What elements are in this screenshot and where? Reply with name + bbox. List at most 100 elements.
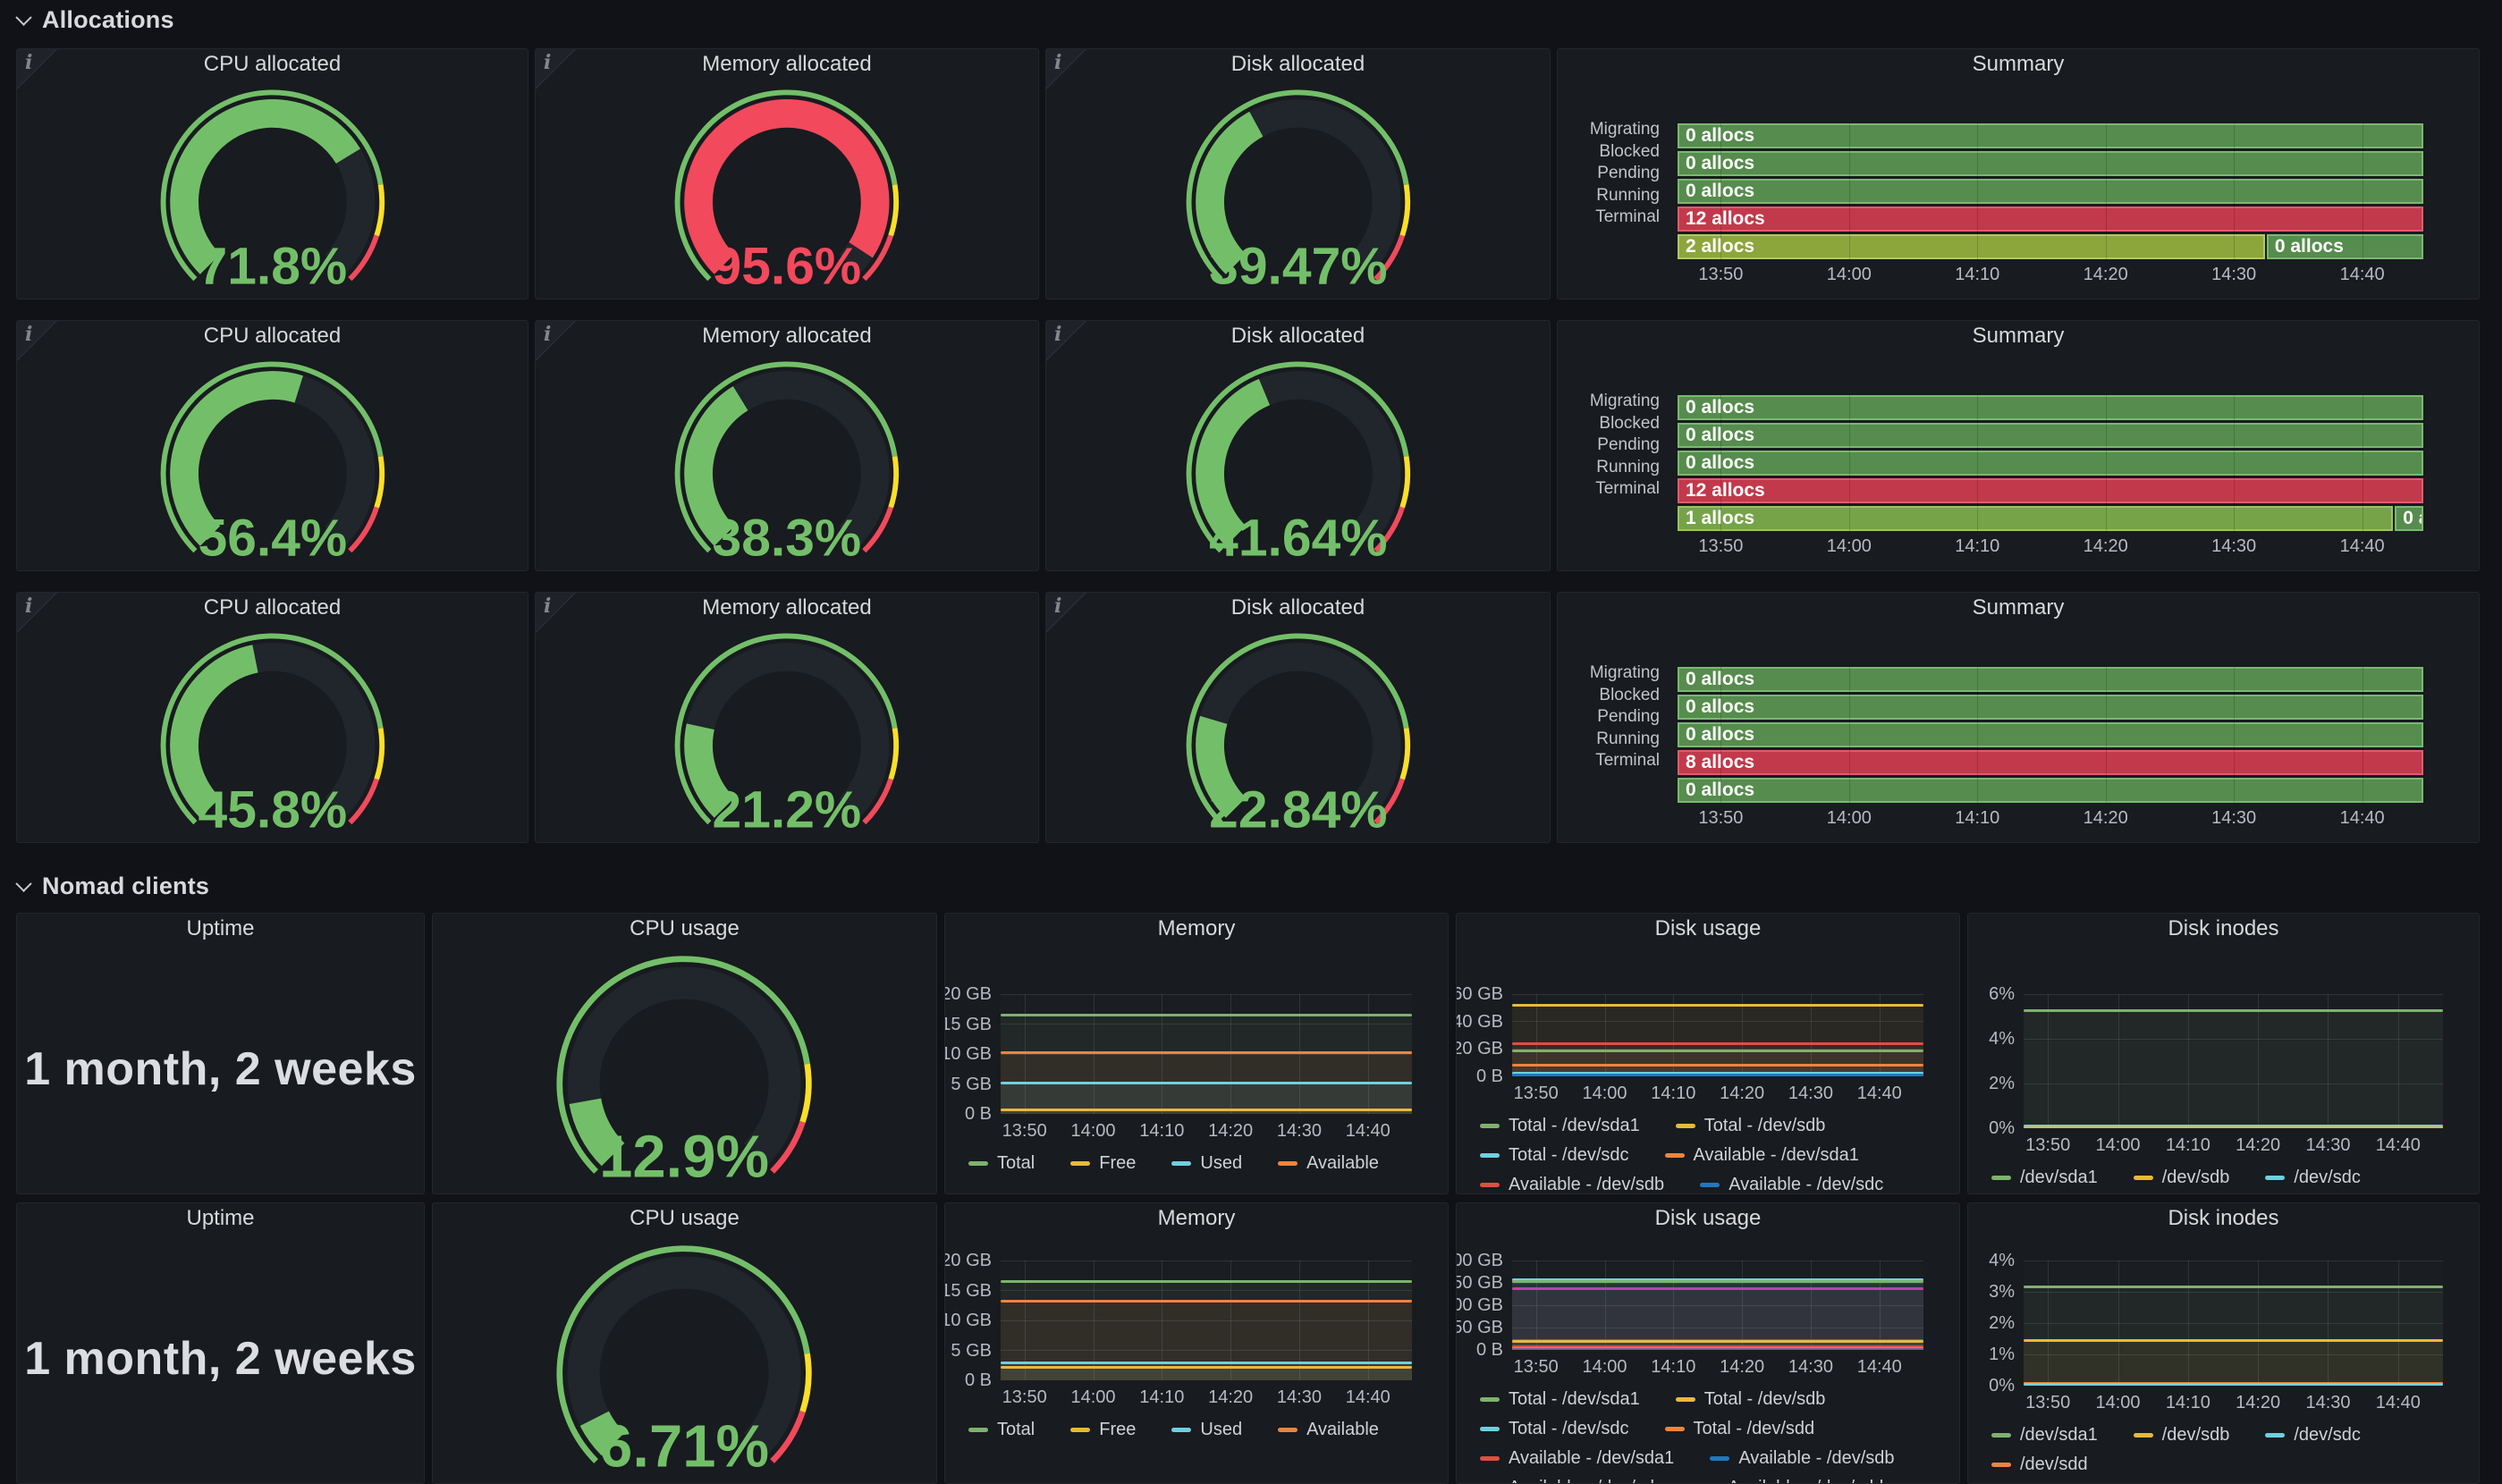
legend-item[interactable]: Available - /dev/sdd [1699, 1478, 1883, 1483]
legend-color-swatch [1991, 1433, 2011, 1438]
panel-title[interactable]: Uptime [186, 1206, 255, 1230]
chart-time-axis: 13:50 14:00 14:10 14:20 14:30 14:40 [1001, 1387, 1412, 1411]
info-icon[interactable]: i [544, 323, 552, 346]
gauge-arc: 95.6% [674, 89, 900, 294]
info-icon[interactable]: i [1054, 323, 1062, 346]
panel-body: 60 GB 40 GB 20 GB 0 B 13:50 14:00 14:10 14:20 14… [1457, 944, 1959, 1193]
panel-title[interactable]: Disk usage [1654, 916, 1762, 940]
panel-body: 38.3% [536, 351, 1038, 570]
legend-item[interactable]: Available [1278, 1153, 1379, 1174]
panel-title[interactable]: CPU usage [630, 916, 740, 940]
gauge-threshold-yellow-arc [799, 1353, 813, 1412]
legend-item[interactable]: Total - /dev/sda1 [1480, 1116, 1640, 1136]
legend-item[interactable]: Total [968, 1153, 1035, 1174]
legend-item[interactable]: Available - /dev/sdb [1480, 1175, 1665, 1194]
info-icon[interactable]: i [25, 323, 33, 346]
time-axis-label: 14:30 [1276, 1121, 1322, 1141]
legend-item[interactable]: Free [1070, 1153, 1136, 1174]
time-axis-label: 13:50 [1698, 808, 1744, 828]
legend-item[interactable]: /dev/sdc [2265, 1425, 2361, 1446]
panel-body: Migrating Blocked Pending Running Terminal 0 … [1558, 351, 2479, 570]
time-axis-label: 14:10 [1955, 265, 2000, 284]
legend-item[interactable]: /dev/sdd [1991, 1454, 2088, 1475]
time-axis-label: 14:40 [1856, 1357, 1902, 1377]
panel-title[interactable]: Disk inodes [2168, 916, 2279, 940]
panel-title[interactable]: Memory allocated [702, 595, 872, 620]
legend-item[interactable]: Used [1171, 1420, 1242, 1440]
legend-item[interactable]: Total - /dev/sdd [1664, 1419, 1814, 1439]
panel-disk-inodes: Disk inodes 6% 4% 2% 0% 13:50 14:00 14:10 14:20 1… [1967, 913, 2480, 1194]
legend-item[interactable]: Total [968, 1420, 1035, 1440]
chart-gridline-horizontal [1512, 1282, 1923, 1284]
legend-item[interactable]: Available - /dev/sdb [1710, 1448, 1895, 1469]
legend-label: Available - /dev/sdd [1728, 1478, 1883, 1483]
summary-gridline [1848, 123, 1850, 259]
panel-title[interactable]: Disk allocated [1230, 324, 1365, 348]
panel-title[interactable]: Disk usage [1654, 1206, 1762, 1230]
panel-title[interactable]: Summary [1972, 595, 2065, 620]
info-icon[interactable]: i [25, 594, 33, 618]
legend-color-swatch [2133, 1176, 2153, 1180]
legend-color-swatch [1480, 1397, 1500, 1402]
time-axis-label: 14:40 [2375, 1393, 2421, 1412]
summary-bar-segment: 12 allocs [1678, 478, 2423, 503]
summary-gridline [1720, 123, 1722, 259]
panel-title[interactable]: Summary [1972, 52, 2065, 76]
panel-title[interactable]: Disk allocated [1230, 52, 1365, 76]
info-icon[interactable]: i [1054, 594, 1062, 618]
chart-gridline-horizontal [1001, 1113, 1412, 1114]
info-icon[interactable]: i [1054, 51, 1062, 74]
info-icon[interactable]: i [25, 51, 33, 74]
legend-item[interactable]: Used [1171, 1153, 1242, 1174]
gauge-container: 6.71% [433, 1234, 936, 1483]
panel-title[interactable]: Memory [1157, 1206, 1236, 1230]
summary-row-label: Migrating [1589, 392, 1660, 410]
panel-title[interactable]: Memory [1157, 916, 1236, 940]
chart-y-axis: 60 GB 40 GB 20 GB 0 B [1457, 984, 1503, 1086]
legend-label: Available - /dev/sdb [1509, 1175, 1665, 1194]
panel-title[interactable]: CPU allocated [203, 595, 342, 620]
legend-item[interactable]: Available - /dev/sda1 [1480, 1448, 1674, 1469]
gauge-threshold-green-arc [674, 361, 898, 553]
legend-item[interactable]: Free [1070, 1420, 1136, 1440]
panel-title[interactable]: Disk allocated [1230, 595, 1365, 620]
panel-title[interactable]: Memory allocated [702, 324, 872, 348]
panel-title[interactable]: CPU allocated [203, 324, 342, 348]
legend-item[interactable]: Available - /dev/sdc [1700, 1175, 1883, 1193]
legend-item[interactable]: Total - /dev/sdc [1480, 1145, 1629, 1166]
legend-item[interactable]: Total - /dev/sdb [1675, 1389, 1825, 1410]
legend-item[interactable]: Total - /dev/sdc [1480, 1419, 1629, 1439]
time-axis-label: 13:50 [1513, 1083, 1559, 1103]
legend-item[interactable]: Available [1278, 1420, 1379, 1440]
legend-item[interactable]: /dev/sda1 [1991, 1168, 2098, 1188]
legend-item[interactable]: /dev/sdc [2265, 1168, 2361, 1188]
section-header-nomad-clients[interactable]: Nomad clients [15, 866, 2502, 902]
legend-item[interactable]: /dev/sdb [2133, 1425, 2229, 1446]
info-icon[interactable]: i [544, 594, 552, 618]
panel-title[interactable]: Summary [1972, 324, 2065, 348]
gauge-threshold-red-arc [347, 506, 379, 553]
gauge-value-text: 39.47% [1209, 237, 1387, 294]
legend-item[interactable]: /dev/sdb [2133, 1168, 2229, 1188]
gauge-value-text: 71.8% [198, 237, 347, 294]
panel-title[interactable]: CPU usage [630, 1206, 740, 1230]
chart-series-fill [1001, 1083, 1412, 1114]
legend-item[interactable]: /dev/sda1 [1991, 1425, 2098, 1446]
nomad-clients-rows: Uptime 1 month, 2 weeks CPU usage 12.9% Memo… [16, 913, 2502, 1484]
panel-title[interactable]: Uptime [186, 916, 255, 940]
section-header-allocations[interactable]: Allocations [15, 0, 2502, 36]
legend-item[interactable]: Available - /dev/sdc [1480, 1478, 1663, 1483]
chart-gridline-horizontal [1512, 1048, 1923, 1050]
chart-gridline-horizontal [2024, 1322, 2443, 1324]
chart-gridline-vertical [1742, 1261, 1744, 1350]
y-axis-label: 50 GB [1456, 1318, 1503, 1337]
panel-title[interactable]: CPU allocated [203, 52, 342, 76]
legend-item[interactable]: Available - /dev/sda1 [1664, 1145, 1859, 1166]
panel-title[interactable]: Disk inodes [2168, 1206, 2279, 1230]
panel-title[interactable]: Memory allocated [702, 52, 872, 76]
summary-bar-segment: 0 allocs [1678, 722, 2423, 747]
legend-item[interactable]: Total - /dev/sda1 [1480, 1389, 1640, 1410]
legend-label: /dev/sda1 [2020, 1168, 2098, 1187]
legend-item[interactable]: Total - /dev/sdb [1675, 1116, 1825, 1136]
info-icon[interactable]: i [544, 51, 552, 74]
